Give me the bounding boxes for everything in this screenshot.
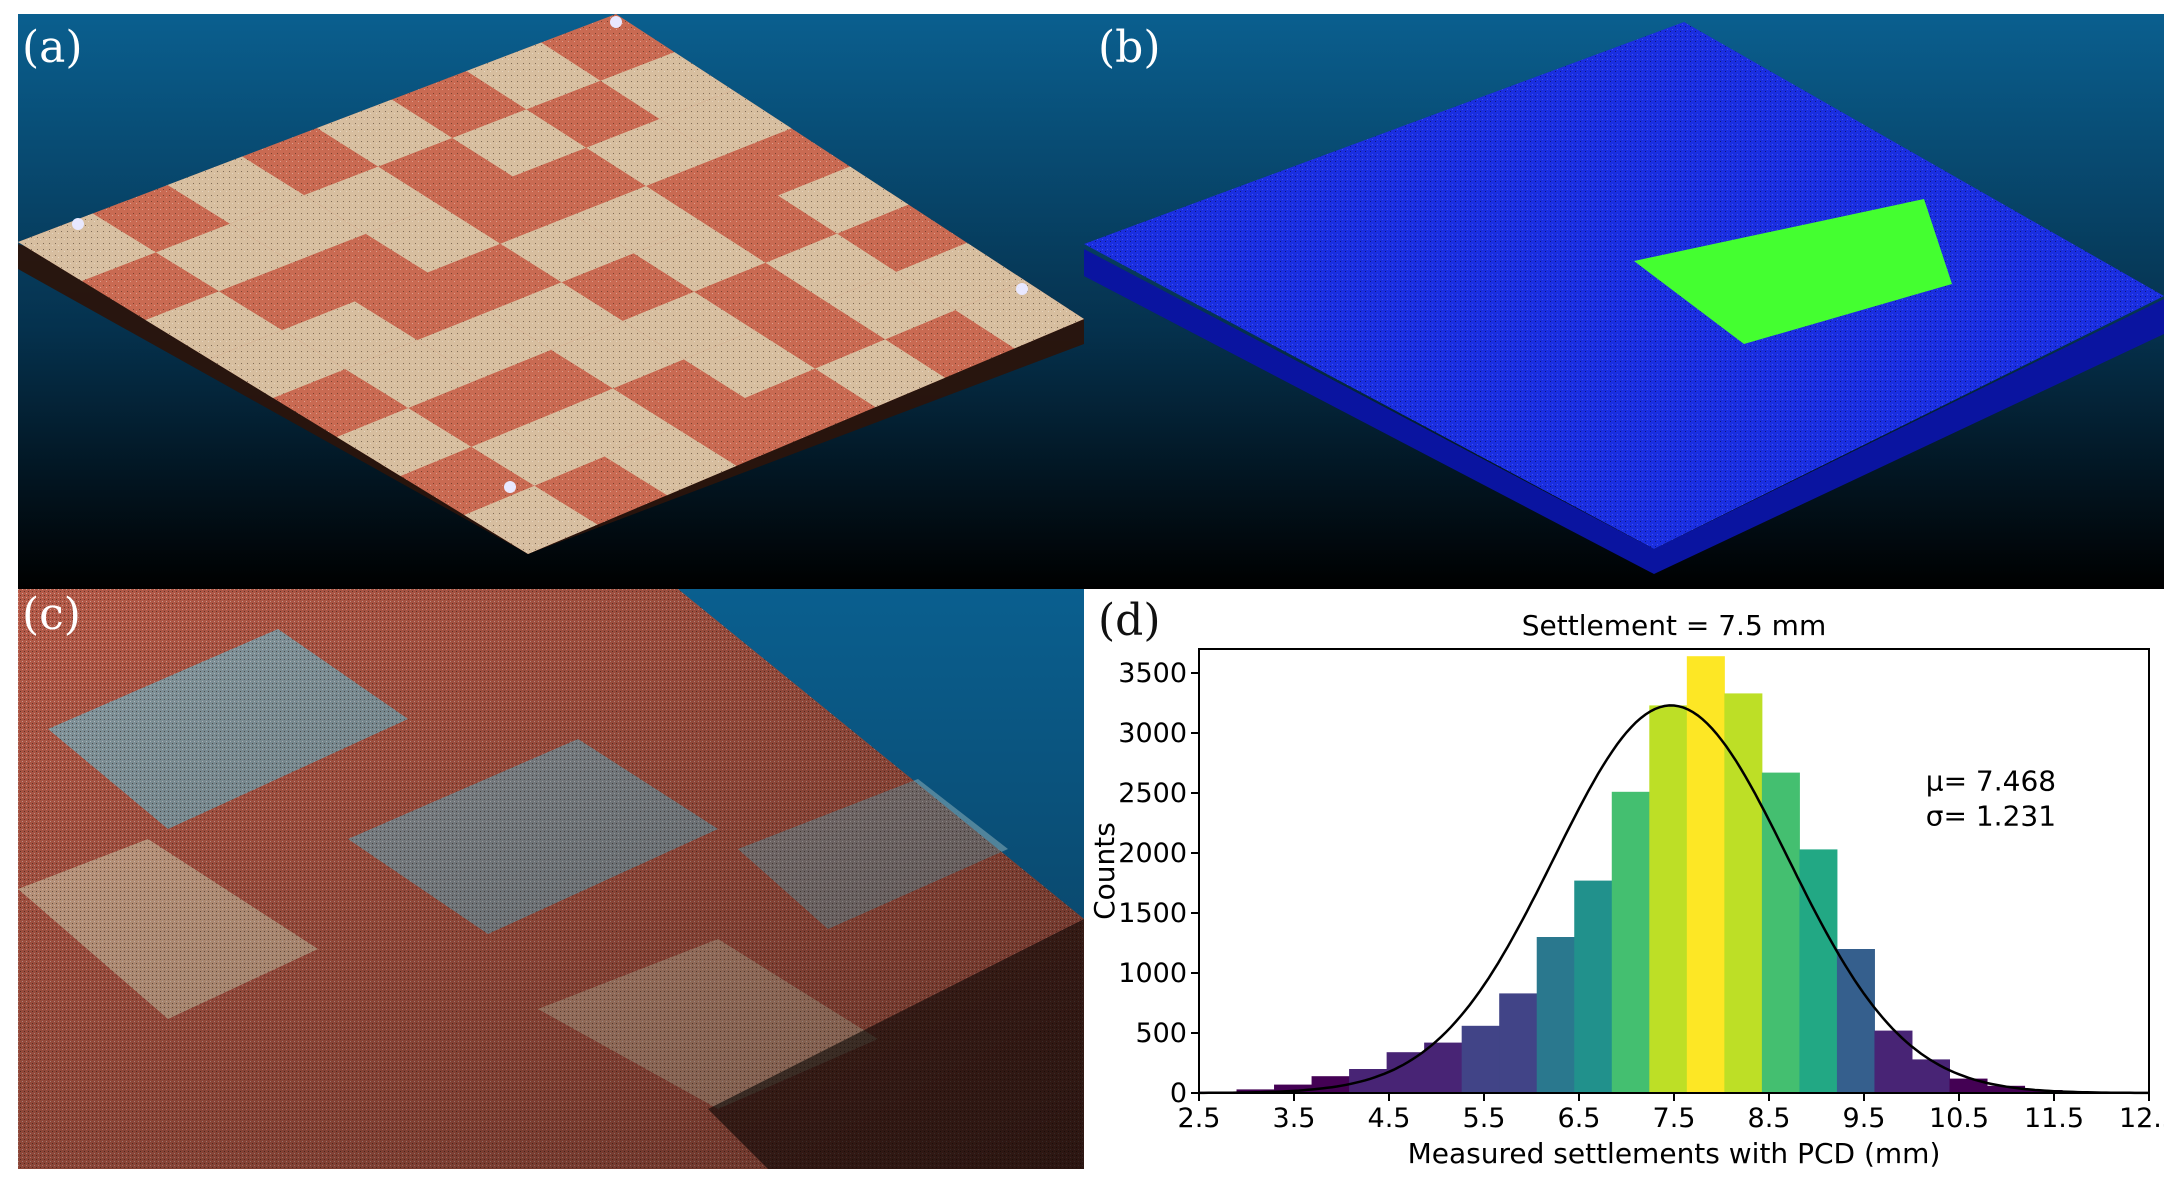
x-tick-label: 8.5 (1748, 1103, 1791, 1134)
x-tick-label: 12.5 (2119, 1103, 2164, 1134)
normal-fit-curve (1199, 704, 2149, 1095)
histogram-bar (1611, 791, 1650, 1093)
histogram-chart: 2.5 3.5 4.5 5.5 6.5 7.5 8.5 9.5 10.5 11.5 12.5 0 50… (1088, 609, 2164, 1170)
x-tick-label: 5.5 (1463, 1103, 1506, 1134)
x-tick-label: 11.5 (2024, 1103, 2084, 1134)
panel-c-label: (c) (22, 589, 81, 640)
histogram-bar (1274, 1084, 1313, 1093)
y-axis-label: Counts (1088, 822, 1121, 920)
y-tick-label: 1000 (1118, 958, 1187, 989)
histogram-bar (1987, 1085, 2026, 1093)
x-tick-label: 2.5 (1178, 1103, 1221, 1134)
chart-title: Settlement = 7.5 mm (1522, 609, 1826, 642)
histogram-bar (1761, 772, 1800, 1093)
y-tick-label: 2500 (1118, 778, 1187, 809)
x-axis-label: Measured settlements with PCD (mm) (1408, 1137, 1941, 1170)
histogram-bar (1386, 1052, 1425, 1093)
y-tick-label: 2000 (1118, 838, 1187, 869)
x-tick-label: 9.5 (1843, 1103, 1886, 1134)
histogram-bar (1349, 1069, 1388, 1093)
histogram-bar (1724, 693, 1763, 1093)
x-tick-label: 3.5 (1273, 1103, 1316, 1134)
y-tick-label: 500 (1135, 1018, 1187, 1049)
panel-b-pointcloud-classified: (b) (1084, 14, 2164, 589)
histogram-bar (1874, 1030, 1913, 1093)
panel-b-label: (b) (1098, 22, 1161, 73)
histogram-bar (1574, 880, 1613, 1093)
panel-a-pointcloud-rgb: (a) (18, 14, 1084, 589)
histogram-bar (1911, 1059, 1950, 1093)
histogram-bar (1949, 1078, 1988, 1093)
x-tick-label: 4.5 (1368, 1103, 1411, 1134)
histogram-bar (1799, 849, 1838, 1093)
histogram-bar (1686, 656, 1725, 1093)
histogram-bar (1499, 993, 1538, 1093)
histogram-bar (1836, 949, 1875, 1093)
y-tick-label: 3500 (1118, 658, 1187, 689)
histogram-bar (1536, 937, 1575, 1093)
panel-d-label: (d) (1098, 595, 1161, 646)
histogram-bar (1461, 1025, 1500, 1093)
histogram-bar (1649, 705, 1688, 1093)
y-tick-label: 1500 (1118, 898, 1187, 929)
panel-d-histogram: (d) 2.5 3.5 4.5 5.5 6.5 7.5 8.5 9.5 10.5 11.5 12.5… (1084, 589, 2164, 1186)
y-tick-label: 0 (1170, 1078, 1187, 1109)
annotation-mu: μ= 7.468 (1926, 765, 2056, 798)
panel-a-label: (a) (22, 22, 83, 73)
panel-c-pointcloud-closeup: (c) (18, 589, 1084, 1169)
x-tick-label: 7.5 (1653, 1103, 1696, 1134)
annotation-sigma: σ= 1.231 (1926, 799, 2056, 832)
x-tick-label: 10.5 (1929, 1103, 1989, 1134)
histogram-bar (1424, 1042, 1463, 1093)
x-tick-label: 6.5 (1558, 1103, 1601, 1134)
y-tick-label: 3000 (1118, 718, 1187, 749)
